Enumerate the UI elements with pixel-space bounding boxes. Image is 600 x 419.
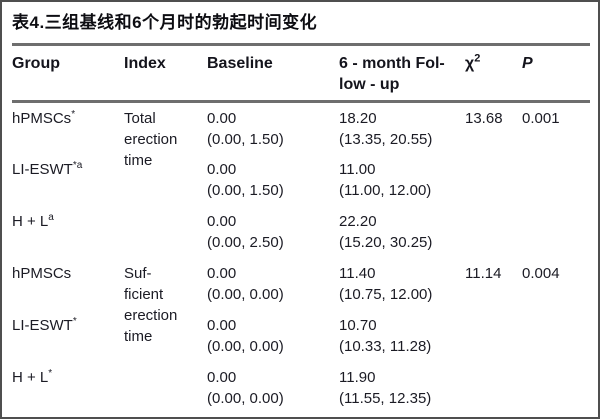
group-cell: LI-ESWT* xyxy=(12,310,124,362)
followup-cell: 22.20 (15.20, 30.25) xyxy=(339,206,465,258)
baseline-cell: 0.00 (0.00, 0.00) xyxy=(207,310,339,362)
chi-square-value: 11.14 xyxy=(465,264,502,282)
table-title: 表4.三组基线和6个月时的勃起时间变化 xyxy=(12,13,318,32)
column-header-chi-square: χ2 xyxy=(465,43,522,103)
table-row: LI-ESWT* 0.00 (0.00, 0.00) 10.70 (10.33,… xyxy=(12,310,590,362)
index-line: time xyxy=(124,327,153,345)
group-label: hPMSCs xyxy=(12,110,72,127)
p-value: 0.004 xyxy=(522,264,560,282)
group-cell: hPMSCs xyxy=(12,258,124,310)
baseline-cell: 0.00 (0.00, 0.00) xyxy=(207,362,339,414)
followup-value: 22.20 xyxy=(339,212,377,230)
baseline-ci: (0.00, 2.50) xyxy=(207,233,284,251)
index-line: erection xyxy=(124,306,178,324)
followup-cell: 10.70 (10.33, 11.28) xyxy=(339,310,465,362)
table-row: hPMSCs Suf- ficient erection time 0.00 (… xyxy=(12,258,590,345)
baseline-ci: (0.00, 1.50) xyxy=(207,131,284,148)
baseline-value: 0.00 xyxy=(207,212,237,230)
group-label: LI-ESWT xyxy=(12,160,73,178)
data-table: Group Index Baseline 6 - month Fol- low … xyxy=(12,43,590,414)
column-header-followup: 6 - month Fol- low - up xyxy=(339,43,465,103)
baseline-cell: 0.00 (0.00, 2.50) xyxy=(207,206,339,258)
index-line: Suf- xyxy=(124,264,152,282)
index-line: ficient xyxy=(124,285,164,303)
group-superscript: * xyxy=(72,315,77,327)
index-line: erection xyxy=(124,131,178,148)
index-line: Total xyxy=(124,110,156,127)
baseline-value: 0.00 xyxy=(207,368,237,386)
followup-ci: (10.75, 12.00) xyxy=(339,285,433,303)
baseline-ci: (0.00, 0.00) xyxy=(207,389,284,407)
group-label: H + L xyxy=(12,212,49,230)
followup-cell: 11.90 (11.55, 12.35) xyxy=(339,362,465,414)
column-header-baseline: Baseline xyxy=(207,43,339,103)
baseline-value: 0.00 xyxy=(207,316,237,334)
followup-value: 11.00 xyxy=(339,160,376,178)
group-label: hPMSCs xyxy=(12,264,72,282)
baseline-value: 0.00 xyxy=(207,110,237,127)
group-superscript: * xyxy=(48,367,53,379)
group-cell: H + La xyxy=(12,206,124,258)
group-label: LI-ESWT xyxy=(12,316,73,334)
followup-ci: (10.33, 11.28) xyxy=(339,337,432,355)
followup-header-line1: 6 - month Fol- xyxy=(339,55,445,72)
baseline-ci: (0.00, 1.50) xyxy=(207,181,284,199)
baseline-ci: (0.00, 0.00) xyxy=(207,337,284,355)
baseline-cell: 0.00 (0.00, 1.50) xyxy=(207,102,339,154)
followup-ci: (13.35, 20.55) xyxy=(339,131,433,148)
table-row: LI-ESWT*a 0.00 (0.00, 1.50) 11.00 (11.00… xyxy=(12,154,590,206)
header-row: Group Index Baseline 6 - month Fol- low … xyxy=(12,43,590,103)
followup-value: 11.90 xyxy=(339,368,376,386)
chi-square-value: 13.68 xyxy=(465,110,503,127)
chi-symbol: χ xyxy=(465,55,475,72)
followup-value: 11.40 xyxy=(339,264,376,282)
followup-header-line2: low - up xyxy=(339,76,400,93)
baseline-ci: (0.00, 0.00) xyxy=(207,285,284,303)
followup-cell: 18.20 (13.35, 20.55) xyxy=(339,102,465,154)
baseline-value: 0.00 xyxy=(207,264,237,282)
group-label: H + L xyxy=(12,368,49,386)
group-superscript: *a xyxy=(72,159,83,171)
followup-value: 10.70 xyxy=(339,316,377,334)
column-header-group: Group xyxy=(12,43,124,103)
group-superscript: * xyxy=(71,109,76,120)
column-header-p: P xyxy=(522,43,590,103)
followup-ci: (11.00, 12.00) xyxy=(339,181,432,199)
index-line: time xyxy=(124,152,153,169)
baseline-cell: 0.00 (0.00, 1.50) xyxy=(207,154,339,206)
p-value: 0.001 xyxy=(522,110,560,127)
baseline-value: 0.00 xyxy=(207,160,237,178)
table-row: hPMSCs* Total erection time 0.00 (0.00, … xyxy=(12,102,590,170)
column-header-index: Index xyxy=(124,43,207,103)
followup-cell: 11.40 (10.75, 12.00) xyxy=(339,258,465,310)
group-cell: LI-ESWT*a xyxy=(12,154,124,206)
followup-value: 18.20 xyxy=(339,110,377,127)
table-row: H + La 0.00 (0.00, 2.50) 22.20 (15.20, 3… xyxy=(12,206,590,258)
followup-cell: 11.00 (11.00, 12.00) xyxy=(339,154,465,206)
chi-superscript: 2 xyxy=(474,52,481,65)
group-cell: H + L* xyxy=(12,362,124,414)
group-cell: hPMSCs* xyxy=(12,102,124,154)
baseline-cell: 0.00 (0.00, 0.00) xyxy=(207,258,339,310)
group-superscript: a xyxy=(48,211,54,223)
index-cell: Suf- ficient erection time xyxy=(124,258,207,414)
followup-ci: (15.20, 30.25) xyxy=(339,233,433,251)
index-cell: Total erection time xyxy=(124,102,207,258)
table-row: H + L* 0.00 (0.00, 0.00) 11.90 (11.55, 1… xyxy=(12,362,590,414)
followup-ci: (11.55, 12.35) xyxy=(339,389,432,407)
